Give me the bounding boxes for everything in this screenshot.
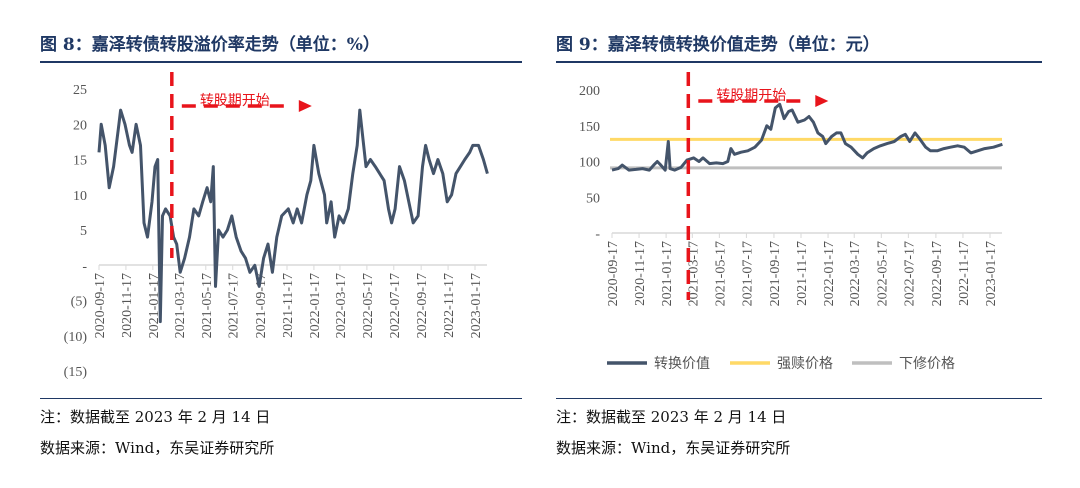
c1-conversion-start-label: 转股期开始	[716, 88, 786, 104]
c1-x-tick-label: 2020-09-17	[606, 241, 621, 306]
c0-y-tick-label: -	[82, 259, 87, 274]
c1-x-tick-label: 2021-01-17	[660, 241, 675, 306]
premium-rate-line	[97, 108, 489, 324]
legend-label-0: 转换价值	[654, 355, 710, 372]
c0-x-tick-label: 2021-07-17	[227, 273, 242, 338]
c0-x-tick-label: 2021-05-17	[200, 273, 215, 338]
left-source: 数据来源：Wind，东吴证券研究所	[40, 439, 275, 457]
left-note: 注：数据截至 2023 年 2 月 14 日	[40, 408, 271, 426]
c0-y-tick-label: 25	[73, 83, 87, 98]
c1-y-tick-label: 150	[579, 120, 600, 135]
left-chart-title: 图 8：嘉泽转债转股溢价率走势（单位：%）	[40, 35, 380, 55]
legend-label-2: 下修价格	[899, 356, 955, 372]
right-chart-title: 图 9：嘉泽转债转换价值走势（单位：元）	[556, 35, 880, 55]
right-bottom-rule	[556, 398, 1042, 399]
c0-x-tick-label: 2022-01-17	[308, 273, 323, 338]
left-title-rule	[40, 61, 522, 63]
c0-y-tick-label: 15	[73, 154, 87, 169]
c1-x-tick-label: 2021-07-17	[740, 241, 755, 306]
c0-x-tick-label: 2021-09-17	[254, 273, 269, 338]
c0-y-tick-label: (15)	[64, 365, 88, 380]
c0-x-tick-label: 2022-05-17	[361, 273, 376, 338]
c0-x-tick-label: 2022-07-17	[388, 273, 403, 338]
c1-x-tick-label: 2022-11-17	[957, 241, 972, 306]
c0-y-tick-label: (5)	[71, 295, 88, 310]
c0-x-tick-label: 2021-03-17	[173, 273, 188, 338]
c0-y-tick-label: 5	[80, 224, 87, 239]
c1-y-tick-label: -	[595, 227, 600, 242]
c1-x-tick-label: 2021-09-17	[768, 241, 783, 306]
c0-y-tick-label: (10)	[64, 330, 88, 345]
c1-y-tick-label: 200	[579, 84, 600, 99]
legend-label-1: 强赎价格	[777, 355, 833, 372]
right-title-rule	[556, 61, 1042, 63]
c1-x-tick-label: 2021-05-17	[713, 241, 728, 306]
c1-y-tick-label: 50	[586, 191, 600, 206]
c1-x-tick-label: 2022-01-17	[822, 241, 837, 306]
c0-x-tick-label: 2022-11-17	[442, 273, 457, 338]
c0-y-tick-label: 20	[73, 118, 87, 133]
c0-arrow-head-icon	[298, 100, 312, 112]
c1-x-tick-label: 2022-03-17	[848, 241, 863, 306]
c0-x-tick-label: 2022-09-17	[415, 273, 430, 338]
right-source: 数据来源：Wind，东吴证券研究所	[556, 439, 791, 457]
c1-x-tick-label: 2023-01-17	[984, 241, 999, 306]
c0-conversion-start-label: 转股期开始	[200, 93, 270, 109]
c1-x-tick-label: 2021-11-17	[795, 241, 810, 306]
c0-x-tick-label: 2021-11-17	[281, 273, 296, 338]
c1-y-tick-label: 100	[579, 156, 600, 171]
c1-x-tick-label: 2022-05-17	[875, 241, 890, 306]
c0-x-tick-label: 2023-01-17	[469, 273, 484, 338]
c1-x-tick-label: 2022-07-17	[902, 241, 917, 306]
c0-y-tick-label: 10	[73, 189, 87, 204]
c0-x-tick-label: 2020-09-17	[93, 273, 108, 338]
c0-x-tick-label: 2021-01-17	[147, 273, 162, 338]
c0-x-tick-label: 2022-03-17	[334, 273, 349, 338]
c0-x-tick-label: 2020-11-17	[120, 273, 135, 338]
c1-arrow-head-icon	[815, 95, 829, 107]
left-bottom-rule	[40, 398, 522, 399]
c1-x-tick-label: 2020-11-17	[633, 241, 648, 306]
c1-x-tick-label: 2022-09-17	[930, 241, 945, 306]
conversion-value-line	[611, 102, 1003, 172]
right-note: 注：数据截至 2023 年 2 月 14 日	[556, 408, 787, 426]
